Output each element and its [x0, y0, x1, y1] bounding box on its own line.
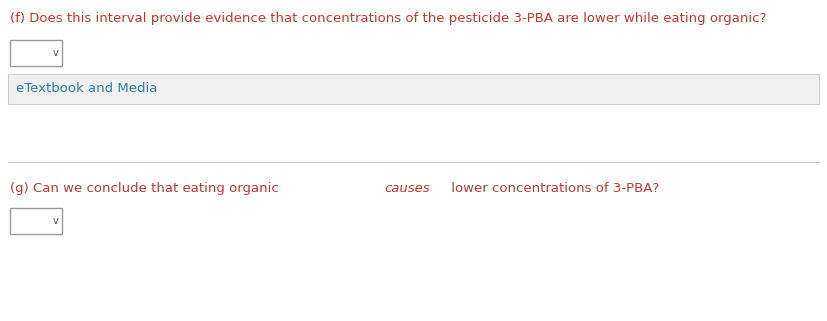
- FancyBboxPatch shape: [10, 208, 62, 234]
- FancyBboxPatch shape: [10, 40, 62, 66]
- Text: eTextbook and Media: eTextbook and Media: [16, 82, 157, 96]
- Text: v: v: [53, 216, 59, 226]
- Text: lower concentrations of 3-PBA?: lower concentrations of 3-PBA?: [447, 182, 659, 195]
- Text: (f) Does this interval provide evidence that concentrations of the pesticide 3-P: (f) Does this interval provide evidence …: [10, 12, 767, 25]
- FancyBboxPatch shape: [8, 74, 819, 104]
- Text: causes: causes: [384, 182, 430, 195]
- Text: (g) Can we conclude that eating organic: (g) Can we conclude that eating organic: [10, 182, 283, 195]
- Text: v: v: [53, 48, 59, 58]
